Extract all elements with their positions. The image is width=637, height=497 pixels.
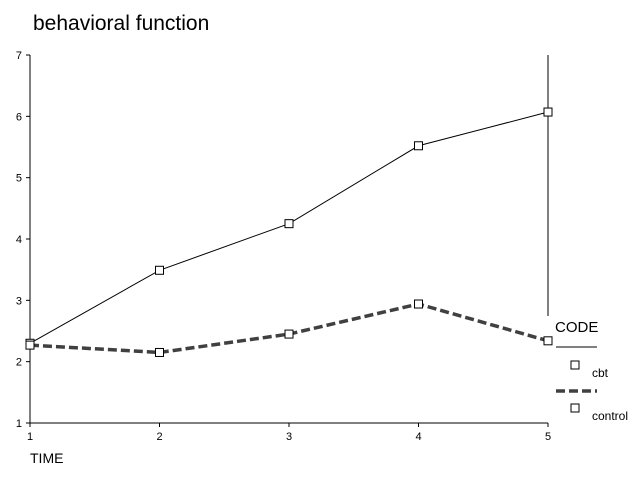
x-tick-label: 2 bbox=[156, 431, 162, 443]
x-tick-label: 1 bbox=[27, 431, 33, 443]
legend-title: CODE bbox=[555, 319, 598, 336]
legend-marker bbox=[570, 360, 580, 370]
chart-title: behavioral function bbox=[33, 12, 209, 35]
point-marker bbox=[155, 265, 164, 275]
y-tick-label: 4 bbox=[16, 234, 22, 246]
legend-label: cbt bbox=[592, 366, 609, 380]
x-tick-label: 3 bbox=[286, 431, 292, 443]
y-tick-label: 7 bbox=[16, 50, 22, 62]
y-tick-label: 1 bbox=[16, 418, 22, 430]
legend-label: control bbox=[592, 409, 628, 423]
point-marker bbox=[284, 219, 294, 229]
point-marker bbox=[155, 347, 164, 357]
y-tick-label: 6 bbox=[16, 111, 22, 123]
point-marker bbox=[414, 141, 423, 151]
x-tick-label: 5 bbox=[545, 431, 551, 443]
y-tick-label: 3 bbox=[16, 295, 22, 307]
x-tick-label: 4 bbox=[415, 431, 421, 443]
legend-marker bbox=[570, 403, 580, 413]
point-marker bbox=[284, 329, 294, 339]
y-tick-label: 5 bbox=[16, 173, 22, 185]
point-marker bbox=[543, 107, 553, 117]
x-axis-label: TIME bbox=[30, 450, 63, 466]
point-marker bbox=[543, 336, 553, 346]
y-tick-label: 2 bbox=[16, 357, 22, 369]
point-marker bbox=[414, 299, 423, 309]
series-line bbox=[29, 302, 549, 355]
point-marker bbox=[25, 340, 35, 350]
